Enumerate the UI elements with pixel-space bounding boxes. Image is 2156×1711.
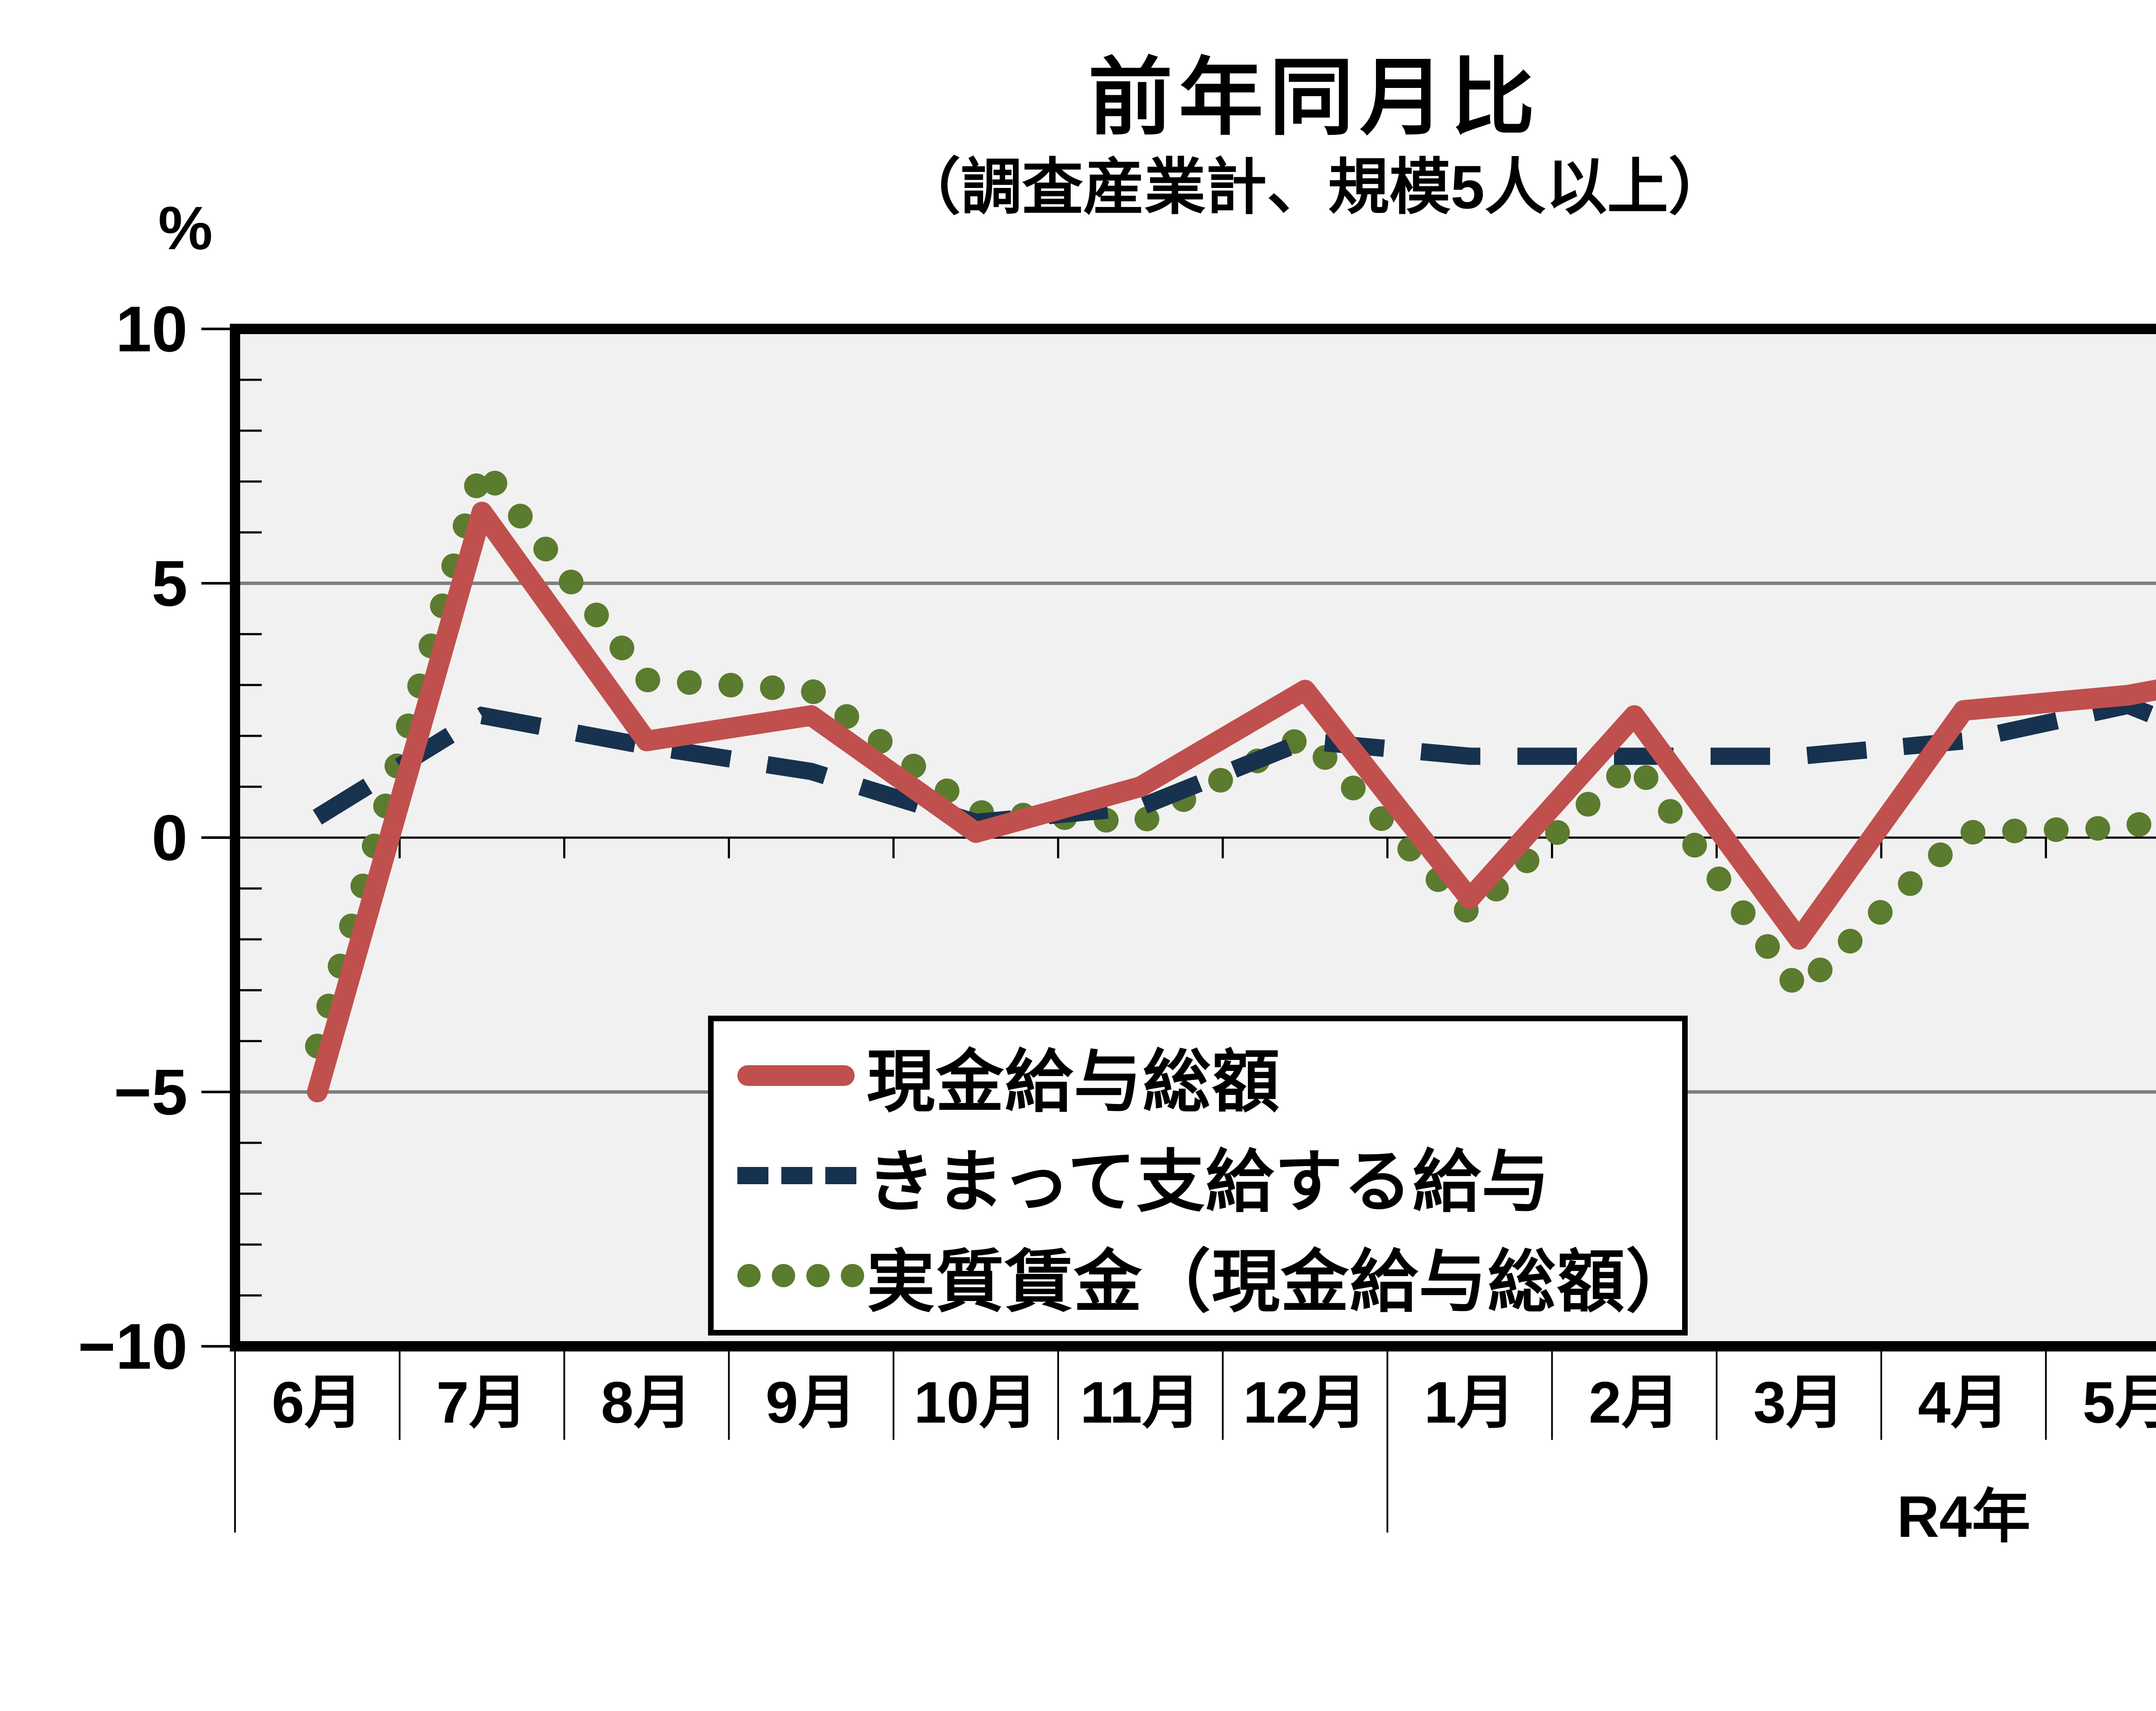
- y-tick-label: 5: [151, 547, 188, 619]
- plot-area: [201, 324, 2156, 1533]
- green-dot-swatch: [737, 1264, 867, 1287]
- series-line-dashed: [313, 696, 2156, 831]
- red-line-swatch: [737, 1065, 855, 1086]
- series-line-dotted: [305, 454, 2156, 1059]
- y-tick-label: −10: [78, 1310, 188, 1383]
- x-tick-label: 5月: [2082, 1370, 2156, 1435]
- x-tick-label: 10月: [914, 1370, 1038, 1435]
- navy-dash-swatch: [737, 1167, 867, 1184]
- x-tick-label: 1月: [1424, 1370, 1516, 1435]
- legend-dashed-line-icon: [737, 1167, 867, 1184]
- legend: 現金給与総額 きまって支給する給与 実質賃金（現金給与総額）: [708, 1016, 1694, 1336]
- x-tick-label: 8月: [601, 1370, 693, 1435]
- legend-dotted-line-icon: [737, 1264, 867, 1287]
- legend-item-contractual-earnings: きまって支給する給与: [737, 1127, 1682, 1224]
- legend-solid-line-icon: [737, 1065, 867, 1086]
- chart-subtitle: （調査産業計、規模5人以上）: [899, 153, 1730, 222]
- x-tick-label: 9月: [765, 1370, 857, 1435]
- legend-label: きまって支給する給与: [867, 1144, 1551, 1220]
- legend-label: 実質賃金（現金給与総額）: [867, 1244, 1695, 1320]
- x-tick-label: 12月: [1243, 1370, 1367, 1435]
- x-tick-label: 7月: [436, 1370, 528, 1435]
- y-axis-unit-label: %: [158, 194, 213, 263]
- x-tick-label: 3月: [1753, 1370, 1845, 1435]
- series-line-solid: [307, 501, 2156, 1102]
- x-tick-label: 6月: [272, 1370, 363, 1435]
- x-tick-label: 4月: [1918, 1370, 2009, 1435]
- x-axis-year-group-label: R4年: [1897, 1484, 2031, 1549]
- chart-title: 前年同月比: [1088, 50, 1541, 145]
- legend-item-total-cash-earnings: 現金給与総額: [737, 1027, 1682, 1124]
- y-tick-label: −5: [113, 1056, 188, 1128]
- x-tick-label: 11月: [1080, 1370, 1201, 1435]
- y-tick-label: 10: [116, 293, 188, 365]
- legend-item-real-wages: 実質賃金（現金給与総額）: [737, 1227, 1694, 1324]
- y-tick-label: 0: [151, 801, 188, 874]
- legend-label: 現金給与総額: [867, 1044, 1281, 1120]
- x-tick-label: 2月: [1589, 1370, 1680, 1435]
